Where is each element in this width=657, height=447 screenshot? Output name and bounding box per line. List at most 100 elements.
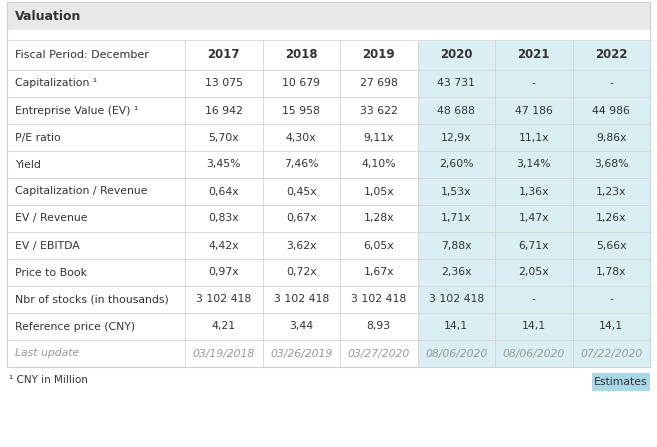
Bar [572,259,650,286]
Text: 3 102 418: 3 102 418 [351,295,407,304]
Bar [592,373,650,391]
Text: 1,71x: 1,71x [441,214,472,224]
Text: 4,30x: 4,30x [286,132,317,143]
Bar [340,340,417,367]
Text: 2020: 2020 [440,49,472,62]
Bar [495,40,572,70]
Bar [495,70,572,97]
Text: 27 698: 27 698 [360,79,397,89]
Bar [417,205,495,232]
Bar [185,178,263,205]
Text: 1,28x: 1,28x [363,214,394,224]
Text: EV / EBITDA: EV / EBITDA [15,240,79,250]
Bar [417,178,495,205]
Bar [263,313,340,340]
Bar [417,259,495,286]
Bar [185,97,263,124]
Text: 3 102 418: 3 102 418 [273,295,329,304]
Text: Nbr of stocks (in thousands): Nbr of stocks (in thousands) [15,295,169,304]
Bar [185,259,263,286]
Text: 08/06/2020: 08/06/2020 [503,349,565,358]
Text: 4,10%: 4,10% [361,160,396,169]
Bar [417,286,495,313]
Text: 48 688: 48 688 [438,105,475,115]
Bar [7,40,185,70]
Bar [417,97,495,124]
Text: 7,46%: 7,46% [284,160,319,169]
Bar [7,151,185,178]
Bar [340,40,417,70]
Text: 2,60%: 2,60% [439,160,474,169]
Text: 3,45%: 3,45% [206,160,241,169]
Text: Price to Book: Price to Book [15,267,87,278]
Bar [340,178,417,205]
Bar [185,70,263,97]
Bar [495,259,572,286]
Text: EV / Revenue: EV / Revenue [15,214,87,224]
Text: P/E ratio: P/E ratio [15,132,60,143]
Text: 43 731: 43 731 [438,79,475,89]
Bar [572,232,650,259]
Bar [7,286,185,313]
Bar [340,205,417,232]
Text: 6,71x: 6,71x [518,240,549,250]
Text: 9,86x: 9,86x [596,132,627,143]
Text: -: - [609,295,613,304]
Text: 1,23x: 1,23x [596,186,627,197]
Text: 1,78x: 1,78x [596,267,627,278]
Bar [572,313,650,340]
Text: -: - [532,79,535,89]
Text: 2022: 2022 [595,49,627,62]
Bar [185,286,263,313]
Bar [7,205,185,232]
Bar [417,313,495,340]
Text: 5,70x: 5,70x [208,132,239,143]
Text: 0,64x: 0,64x [208,186,239,197]
Bar [7,97,185,124]
Bar [7,70,185,97]
Bar [495,205,572,232]
Bar [495,232,572,259]
Bar [340,232,417,259]
Text: Last update: Last update [15,349,79,358]
Bar [7,124,185,151]
Bar [417,340,495,367]
Bar [7,2,650,30]
Bar [263,70,340,97]
Text: 2021: 2021 [518,49,550,62]
Bar [340,286,417,313]
Text: 3 102 418: 3 102 418 [428,295,484,304]
Text: 14,1: 14,1 [444,321,468,332]
Text: 8,93: 8,93 [367,321,391,332]
Text: 2,05x: 2,05x [518,267,549,278]
Text: Yield: Yield [15,160,41,169]
Text: 15 958: 15 958 [283,105,320,115]
Bar [263,232,340,259]
Text: 44 986: 44 986 [593,105,630,115]
Text: 1,36x: 1,36x [518,186,549,197]
Bar [263,340,340,367]
Bar [263,286,340,313]
Bar [7,232,185,259]
Text: 2019: 2019 [363,49,395,62]
Text: 3,62x: 3,62x [286,240,317,250]
Text: 0,83x: 0,83x [208,214,239,224]
Bar [263,205,340,232]
Text: 0,67x: 0,67x [286,214,317,224]
Bar [7,313,185,340]
Text: 0,97x: 0,97x [208,267,239,278]
Bar [572,40,650,70]
Text: Capitalization / Revenue: Capitalization / Revenue [15,186,148,197]
Bar [417,124,495,151]
Bar [7,340,185,367]
Bar [185,40,263,70]
Text: -: - [532,295,535,304]
Bar [340,124,417,151]
Text: 1,05x: 1,05x [363,186,394,197]
Text: 03/26/2019: 03/26/2019 [270,349,332,358]
Text: 2017: 2017 [208,49,240,62]
Text: 16 942: 16 942 [205,105,242,115]
Text: Capitalization ¹: Capitalization ¹ [15,79,97,89]
Bar [263,124,340,151]
Text: 2,36x: 2,36x [441,267,472,278]
